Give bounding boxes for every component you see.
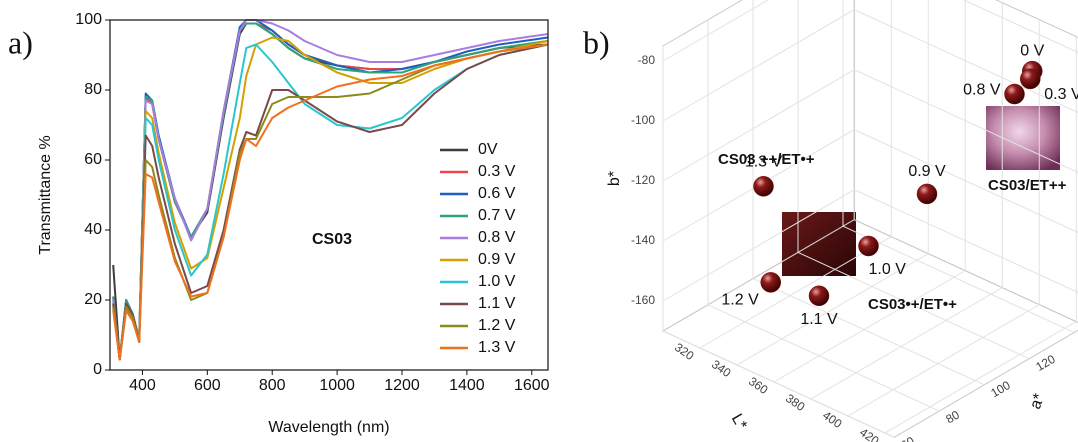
grid-line [662, 0, 1078, 62]
grid-line [662, 69, 1078, 182]
grid-line [797, 0, 1030, 360]
x-tick-label: 1400 [449, 377, 485, 394]
x-tick-label: 380 [783, 391, 808, 414]
y-axis-label: a* [1027, 391, 1048, 411]
back-wall [853, 0, 1078, 324]
grid-line [662, 129, 1078, 242]
z-tick-label: -100 [631, 113, 655, 127]
annotation: CS03•+/ET•+ [868, 296, 957, 313]
point-label: 1.1 V [800, 311, 838, 328]
grid-line [736, 0, 929, 366]
annotation: CS03 ++/ET•+ [718, 151, 815, 168]
x-tick-label: 1200 [384, 377, 420, 394]
x-tick-label: 600 [194, 377, 221, 394]
photo-inset [782, 212, 856, 276]
data-point [916, 183, 938, 205]
point-label: 0.9 V [908, 163, 946, 180]
y-tick-label: 120 [1033, 352, 1058, 374]
x-tick-label: 1600 [514, 377, 550, 394]
z-axis-label: b* [606, 171, 623, 186]
data-line [112, 43, 549, 361]
y-tick-label: 100 [75, 11, 102, 28]
z-tick-label: -80 [638, 53, 656, 67]
photo-inset [986, 106, 1060, 170]
x-tick-label: 320 [672, 340, 697, 363]
grid-line [847, 19, 1040, 417]
point-label: 1.3 V [745, 154, 783, 171]
x-tick-label: 1000 [319, 377, 355, 394]
point-label: 0.3 V [1044, 86, 1078, 103]
x-tick-label: 800 [259, 377, 286, 394]
z-tick-label: -120 [631, 173, 655, 187]
point-label: 0.8 V [963, 81, 1001, 98]
x-tick-label: 400 [129, 377, 156, 394]
point-label: 1.2 V [721, 292, 759, 309]
legend-label: 0.7 V [478, 207, 516, 224]
data-point [1020, 68, 1041, 90]
legend-label: 1.2 V [478, 317, 516, 334]
point-label: 1.0 V [869, 261, 907, 278]
y-tick-label: 0 [93, 361, 102, 378]
legend-label: 1.0 V [478, 273, 516, 290]
legend-label: 0V [478, 141, 498, 158]
y-tick-label: 60 [898, 434, 917, 442]
x-axis-label: L* [728, 411, 750, 433]
y-tick-label: 100 [988, 378, 1013, 400]
x-tick-label: 400 [820, 408, 845, 431]
grid-line [707, 19, 940, 412]
data-point [753, 176, 774, 197]
x-tick-label: 340 [709, 357, 734, 380]
z-tick-label: -140 [631, 233, 655, 247]
x-tick-label: 420 [857, 425, 882, 442]
annotation: CS03 [312, 231, 352, 248]
grid-line [752, 0, 985, 386]
data-point [808, 285, 830, 307]
z-tick-label: -160 [631, 293, 655, 307]
grid-line [662, 189, 1078, 302]
legend-label: 0.6 V [478, 185, 516, 202]
grid-line [810, 2, 1003, 400]
y-tick-label: 60 [84, 151, 102, 168]
grid-line [842, 0, 1075, 333]
legend-label: 0.8 V [478, 229, 516, 246]
y-axis-label: Transmittance % [37, 135, 54, 254]
plot-frame [109, 19, 549, 371]
data-point [858, 235, 879, 257]
grid-line [884, 36, 1077, 434]
panel-label: b) [583, 24, 610, 60]
legend-label: 0.3 V [478, 163, 516, 180]
data-point [1004, 83, 1025, 105]
legend-label: 0.9 V [478, 251, 516, 268]
legend-label: 1.1 V [478, 295, 516, 312]
data-point [760, 272, 781, 293]
point-label: 0 V [1020, 42, 1044, 59]
x-axis-label: Wavelength (nm) [268, 419, 389, 436]
grid-line [773, 0, 966, 383]
x-tick-label: 360 [746, 374, 771, 397]
grid-line [699, 0, 892, 349]
panel-label: a) [8, 24, 33, 60]
legend-label: 1.3 V [478, 339, 516, 356]
annotation: CS03/ET++ [988, 177, 1067, 194]
y-tick-label: 40 [84, 221, 102, 238]
y-tick-label: 80 [84, 81, 102, 98]
grid-line [662, 46, 895, 438]
y-tick-label: 80 [943, 407, 962, 426]
grid-line [662, 9, 1078, 122]
y-tick-label: 20 [84, 291, 102, 308]
